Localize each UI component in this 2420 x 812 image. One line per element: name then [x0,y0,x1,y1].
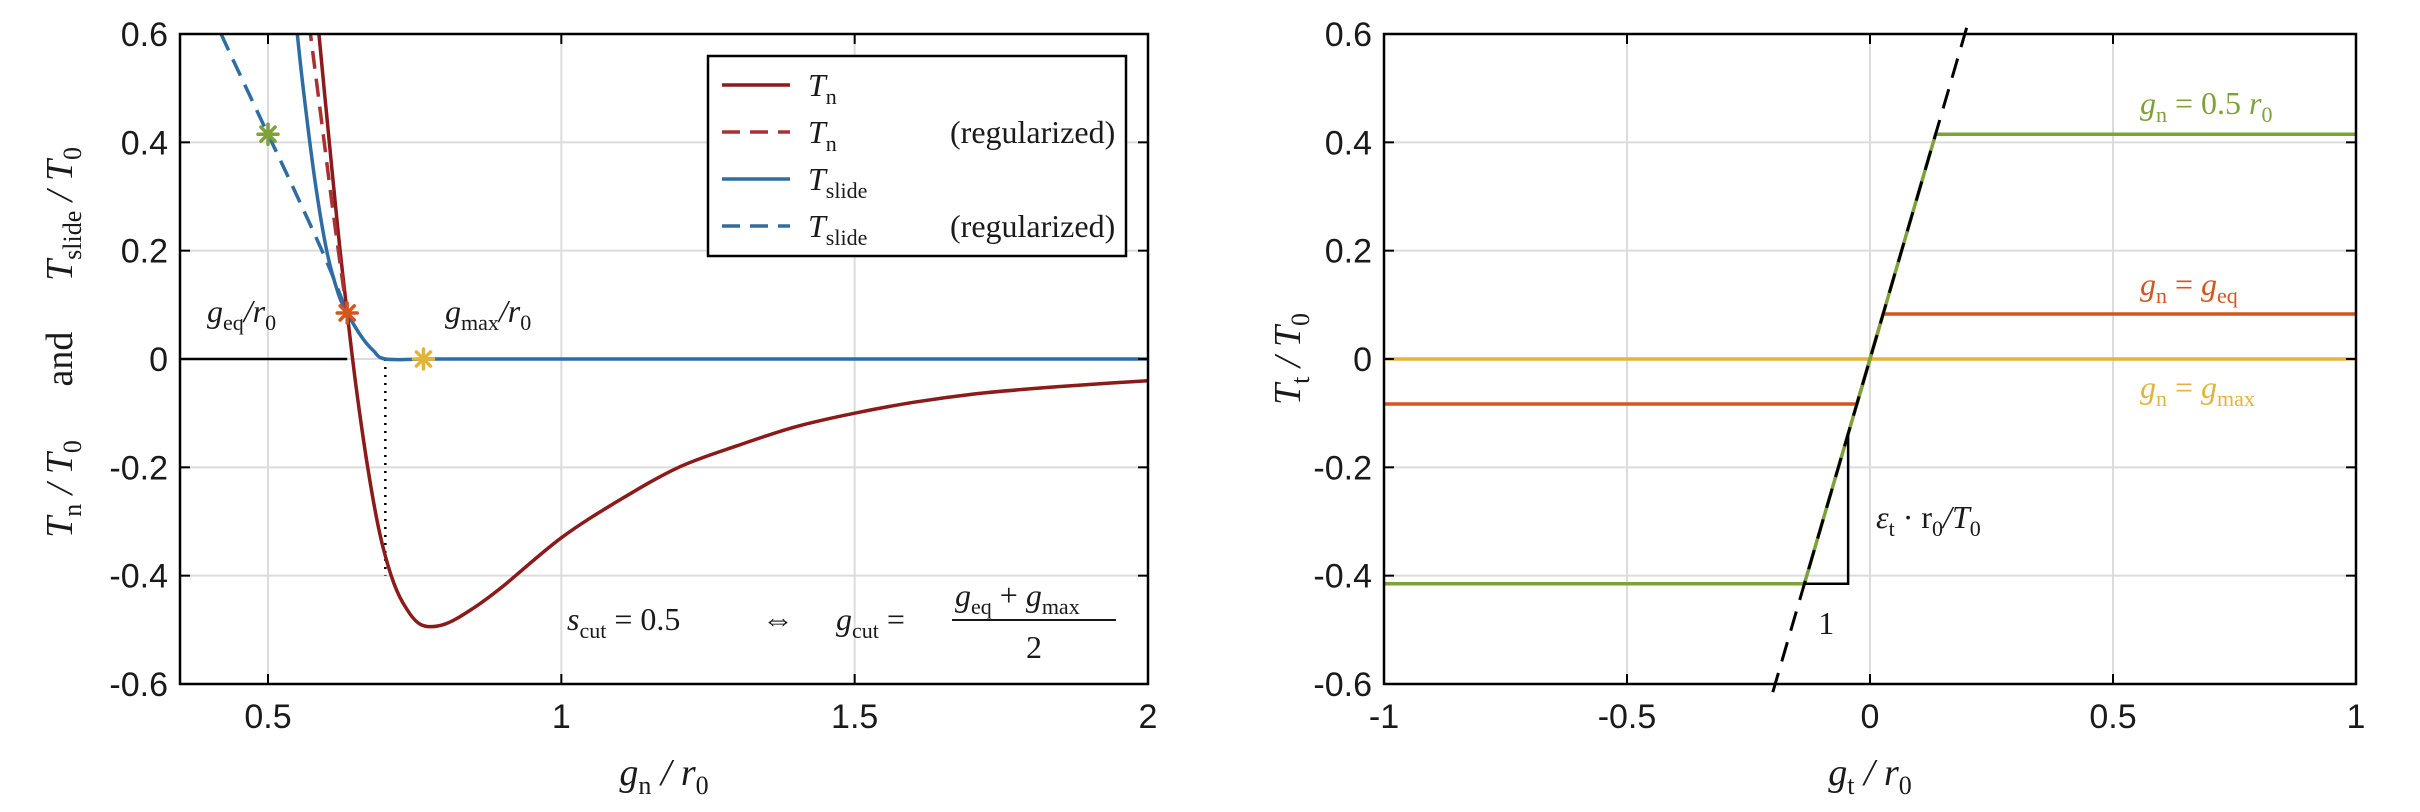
y-tick-label: 0.4 [1325,124,1372,162]
y-tick-label: 0.6 [121,16,168,54]
y-tick-label: 0.2 [121,233,168,271]
eq-point [335,301,359,325]
right-panel: -1 -0.5 0 0.5 1 -0.6 -0.4 -0.2 0 0.2 0.4 0.6 gn = 0… [1267,16,2365,800]
y-tick-label: -0.4 [109,558,168,596]
legend-box [706,54,1128,258]
gmax-annotation: gmax/r0 [445,293,531,335]
y-tick-label: -0.4 [1313,558,1372,596]
y-tick-label: -0.2 [1313,449,1372,487]
y-tick-label: -0.2 [109,449,168,487]
y-tick-label: 0 [1353,341,1372,379]
x-tick-label: 0.5 [2089,698,2136,736]
legend-label: Tslide [808,161,867,203]
x-tick-label: 1 [552,698,571,736]
series-line-half-r0 [1384,132,2356,586]
left-x-axis-label: gn / r0 [619,752,708,800]
y-tick-label: 0.6 [1325,16,1372,54]
series-line-t-n-regularized- [308,34,349,314]
left-plot-area [180,34,1148,629]
slope-run-label: 1 [1818,605,1834,641]
legend-suffix: (regularized) [950,208,1115,244]
series-line-t-n [317,34,1148,629]
elastic-slope-line [1771,25,1969,693]
series-line-t-slide-regularized- [219,34,349,314]
left-panel: 0.5 1 1.5 2 -0.6 -0.4 -0.2 0 0.2 0.4 0.6 geq/r0 gm… [39,16,1157,800]
y-tick-label: 0.2 [1325,233,1372,271]
x-tick-label: -0.5 [1598,698,1657,736]
y-tick-label: 0 [149,341,168,379]
right-plot-area [1384,25,2356,693]
right-ticks: -1 -0.5 0 0.5 1 -0.6 -0.4 -0.2 0 0.2 0.4 0.6 [1313,16,2365,736]
legend: Tn Tn (regularized) Tslide Tslide (regularize… [706,54,1128,258]
label-gn-geq: gn = geq [2140,266,2238,308]
slope-label: εt · r0/T0 [1876,499,1981,541]
svg-text:and: and [39,332,81,387]
label-gn-gmax: gn = gmax [2140,369,2255,411]
y-tick-label: -0.6 [109,666,168,704]
x-tick-label: 1.5 [831,698,878,736]
svg-text:Tn / T0: Tn / T0 [39,440,87,538]
legend-label: Tslide [808,208,867,250]
svg-text:Tt / T0: Tt / T0 [1267,313,1315,405]
x-tick-label: 2 [1139,698,1158,736]
scut-denominator: 2 [1026,629,1042,665]
slope-triangle [1804,434,1850,586]
scut-numerator: geq + gmax [955,577,1080,619]
y-tick-label: 0.4 [121,124,168,162]
legend-label: Tn [808,67,837,109]
left-y-axis-label: Tn / T0 and Tslide / T0 [39,147,87,538]
x-tick-label: 0.5 [244,698,291,736]
right-y-axis-label: Tt / T0 [1267,313,1315,405]
max-point [411,347,436,371]
right-x-axis-label: gt / r0 [1828,752,1912,800]
y-tick-label: -0.6 [1313,666,1372,704]
iff-symbol: ⇔ [762,601,794,637]
x-tick-label: 0 [1861,698,1880,736]
label-gn-half-r0: gn = 0.5 r0 [2140,85,2273,127]
x-tick-label: 1 [2347,698,2366,736]
svg-text:gcut =: gcut = [836,601,905,643]
reg-point [256,122,280,146]
x-tick-label: -1 [1369,698,1399,736]
geq-annotation: geq/r0 [207,293,276,335]
legend-label: Tn [808,114,837,156]
left-ticks: 0.5 1 1.5 2 -0.6 -0.4 -0.2 0 0.2 0.4 0.6 [109,16,1157,736]
scut-annotation: scut = 0.5 ⇔ gcut = geq + gmax 2 [567,577,1116,665]
svg-text:scut = 0.5: scut = 0.5 [567,601,680,643]
legend-suffix: (regularized) [950,114,1115,150]
svg-text:Tslide / T0: Tslide / T0 [39,147,87,281]
